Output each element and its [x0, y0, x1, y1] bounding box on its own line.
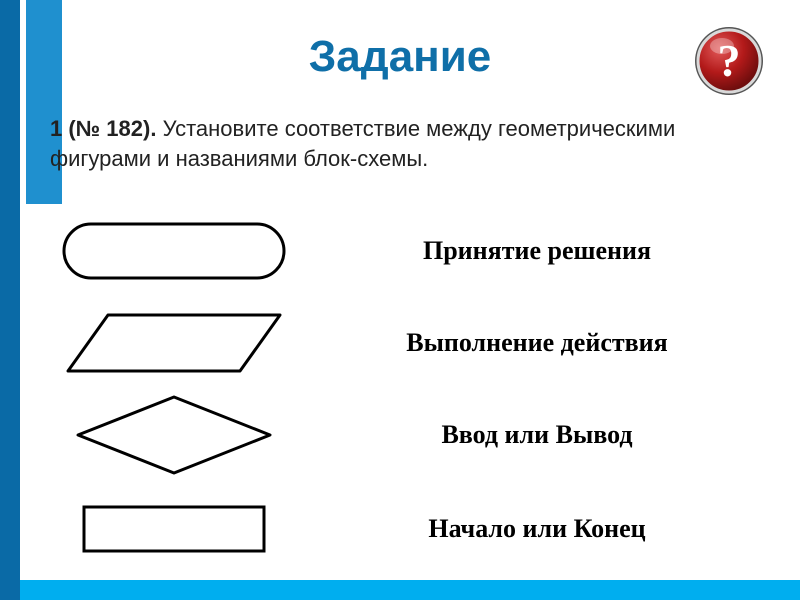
rhombus-icon [74, 393, 274, 477]
left-band-light [26, 0, 62, 204]
page-title: Задание [0, 32, 800, 82]
row-terminator: Принятие решения [44, 208, 770, 294]
bottom-bar [20, 580, 800, 600]
shape-rhombus [44, 393, 304, 477]
parallelogram-icon [64, 311, 284, 375]
row-parallelogram: Выполнение действия [44, 300, 770, 386]
svg-text:?: ? [718, 35, 741, 86]
help-button[interactable]: ? [692, 24, 766, 98]
row-rhombus: Ввод или Вывод [44, 392, 770, 478]
shape-rectangle [44, 504, 304, 554]
shape-parallelogram [44, 311, 304, 375]
rectangle-icon [79, 504, 269, 554]
task-number: 1 (№ 182). [50, 116, 156, 141]
task-text: 1 (№ 182). Установите соответствие между… [50, 114, 760, 173]
label-action: Выполнение действия [304, 328, 770, 358]
row-rectangle: Начало или Конец [44, 486, 770, 572]
label-decision: Принятие решения [304, 236, 770, 266]
shape-terminator [44, 221, 304, 281]
terminator-icon [59, 221, 289, 281]
question-mark-icon: ? [692, 24, 766, 98]
label-io: Ввод или Вывод [304, 420, 770, 450]
left-band-dark [0, 0, 20, 600]
label-start-end: Начало или Конец [304, 514, 770, 544]
